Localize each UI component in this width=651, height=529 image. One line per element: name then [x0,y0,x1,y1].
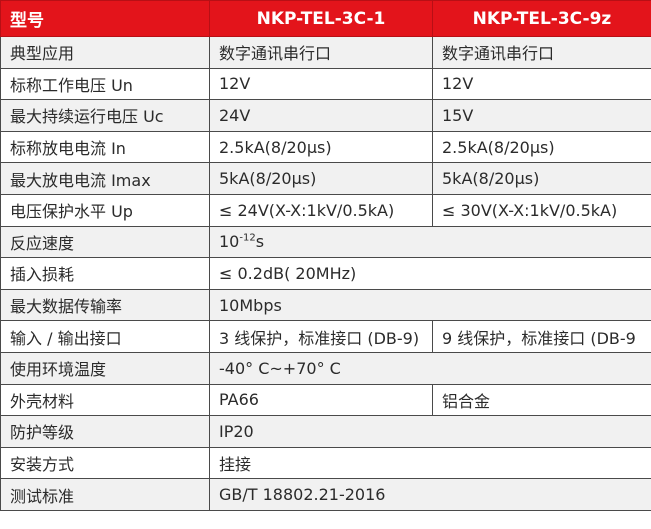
response-unit: s [255,232,265,252]
value-model-b: 数字通讯串行口 [432,36,651,69]
row-max-discharge-current: 最大放电电流 Imax 5kA(8/20μs) 5kA(8/20μs) [0,162,651,195]
row-label: 反应速度 [0,225,210,259]
row-response-speed: 反应速度 10-12s [0,225,651,259]
row-label: 输入 / 输出接口 [0,320,210,353]
row-label: 防护等级 [0,415,210,448]
row-protection-class: 防护等级 IP20 [0,415,651,448]
value-model-b: 9 线保护，标准接口 (DB-9 [432,320,651,353]
row-voltage-protection-level: 电压保护水平 Up ≤ 24V(X-X:1kV/0.5kA) ≤ 30V(X-X… [0,193,651,227]
value-model-b: 12V [432,67,651,101]
spec-table: 型号 NKP-TEL-3C-1 NKP-TEL-3C-9z 典型应用 数字通讯串… [0,0,651,511]
row-max-data-rate: 最大数据传输率 10Mbps [0,288,651,322]
response-exponent: -12 [239,233,256,245]
value-model-a: 24V [209,99,433,132]
value-model-b: 铝合金 [432,383,651,417]
row-label: 插入损耗 [0,257,210,290]
row-label: 使用环境温度 [0,351,210,385]
header-model-b: NKP-TEL-3C-9z [432,0,651,37]
value-model-a: PA66 [209,383,433,417]
header-model-label: 型号 [0,0,210,37]
value-model-a: 数字通讯串行口 [209,36,433,69]
row-max-continuous-voltage: 最大持续运行电压 Uc 24V 15V [0,99,651,132]
value-model-b: 5kA(8/20μs) [432,162,651,195]
row-io-interface: 输入 / 输出接口 3 线保护，标准接口 (DB-9) 9 线保护，标准接口 (… [0,320,651,353]
value-shared: -40° C~+70° C [209,351,651,385]
value-model-a: ≤ 24V(X-X:1kV/0.5kA) [209,193,433,227]
row-nominal-discharge-current: 标称放电电流 In 2.5kA(8/20μs) 2.5kA(8/20μs) [0,130,651,164]
row-label: 最大放电电流 Imax [0,162,210,195]
response-base: 10 [219,232,240,252]
value-model-b: ≤ 30V(X-X:1kV/0.5kA) [432,193,651,227]
value-model-a: 2.5kA(8/20μs) [209,130,433,164]
row-label: 标称工作电压 Un [0,67,210,101]
value-model-b: 15V [432,99,651,132]
value-shared: GB/T 18802.21-2016 [209,478,651,511]
row-label: 安装方式 [0,446,210,480]
value-model-a: 12V [209,67,433,101]
row-label: 电压保护水平 Up [0,193,210,227]
row-label: 外壳材料 [0,383,210,417]
value-shared: ≤ 0.2dB( 20MHz) [209,257,651,290]
value-shared: IP20 [209,415,651,448]
row-label: 标称放电电流 In [0,130,210,164]
row-nominal-voltage: 标称工作电压 Un 12V 12V [0,67,651,101]
value-model-a: 5kA(8/20μs) [209,162,433,195]
value-shared: 10-12s [209,225,651,259]
row-housing-material: 外壳材料 PA66 铝合金 [0,383,651,417]
row-installation-method: 安装方式 挂接 [0,446,651,480]
value-model-b: 2.5kA(8/20μs) [432,130,651,164]
row-insertion-loss: 插入损耗 ≤ 0.2dB( 20MHz) [0,257,651,290]
row-label: 最大数据传输率 [0,288,210,322]
value-model-a: 3 线保护，标准接口 (DB-9) [209,320,433,353]
row-label: 测试标准 [0,478,210,511]
row-typical-application: 典型应用 数字通讯串行口 数字通讯串行口 [0,36,651,69]
row-operating-temperature: 使用环境温度 -40° C~+70° C [0,351,651,385]
table-header-row: 型号 NKP-TEL-3C-1 NKP-TEL-3C-9z [0,0,651,37]
row-label: 典型应用 [0,36,210,69]
header-model-a: NKP-TEL-3C-1 [209,0,433,37]
row-test-standard: 测试标准 GB/T 18802.21-2016 [0,478,651,511]
value-shared: 挂接 [209,446,651,480]
row-label: 最大持续运行电压 Uc [0,99,210,132]
value-shared: 10Mbps [209,288,651,322]
